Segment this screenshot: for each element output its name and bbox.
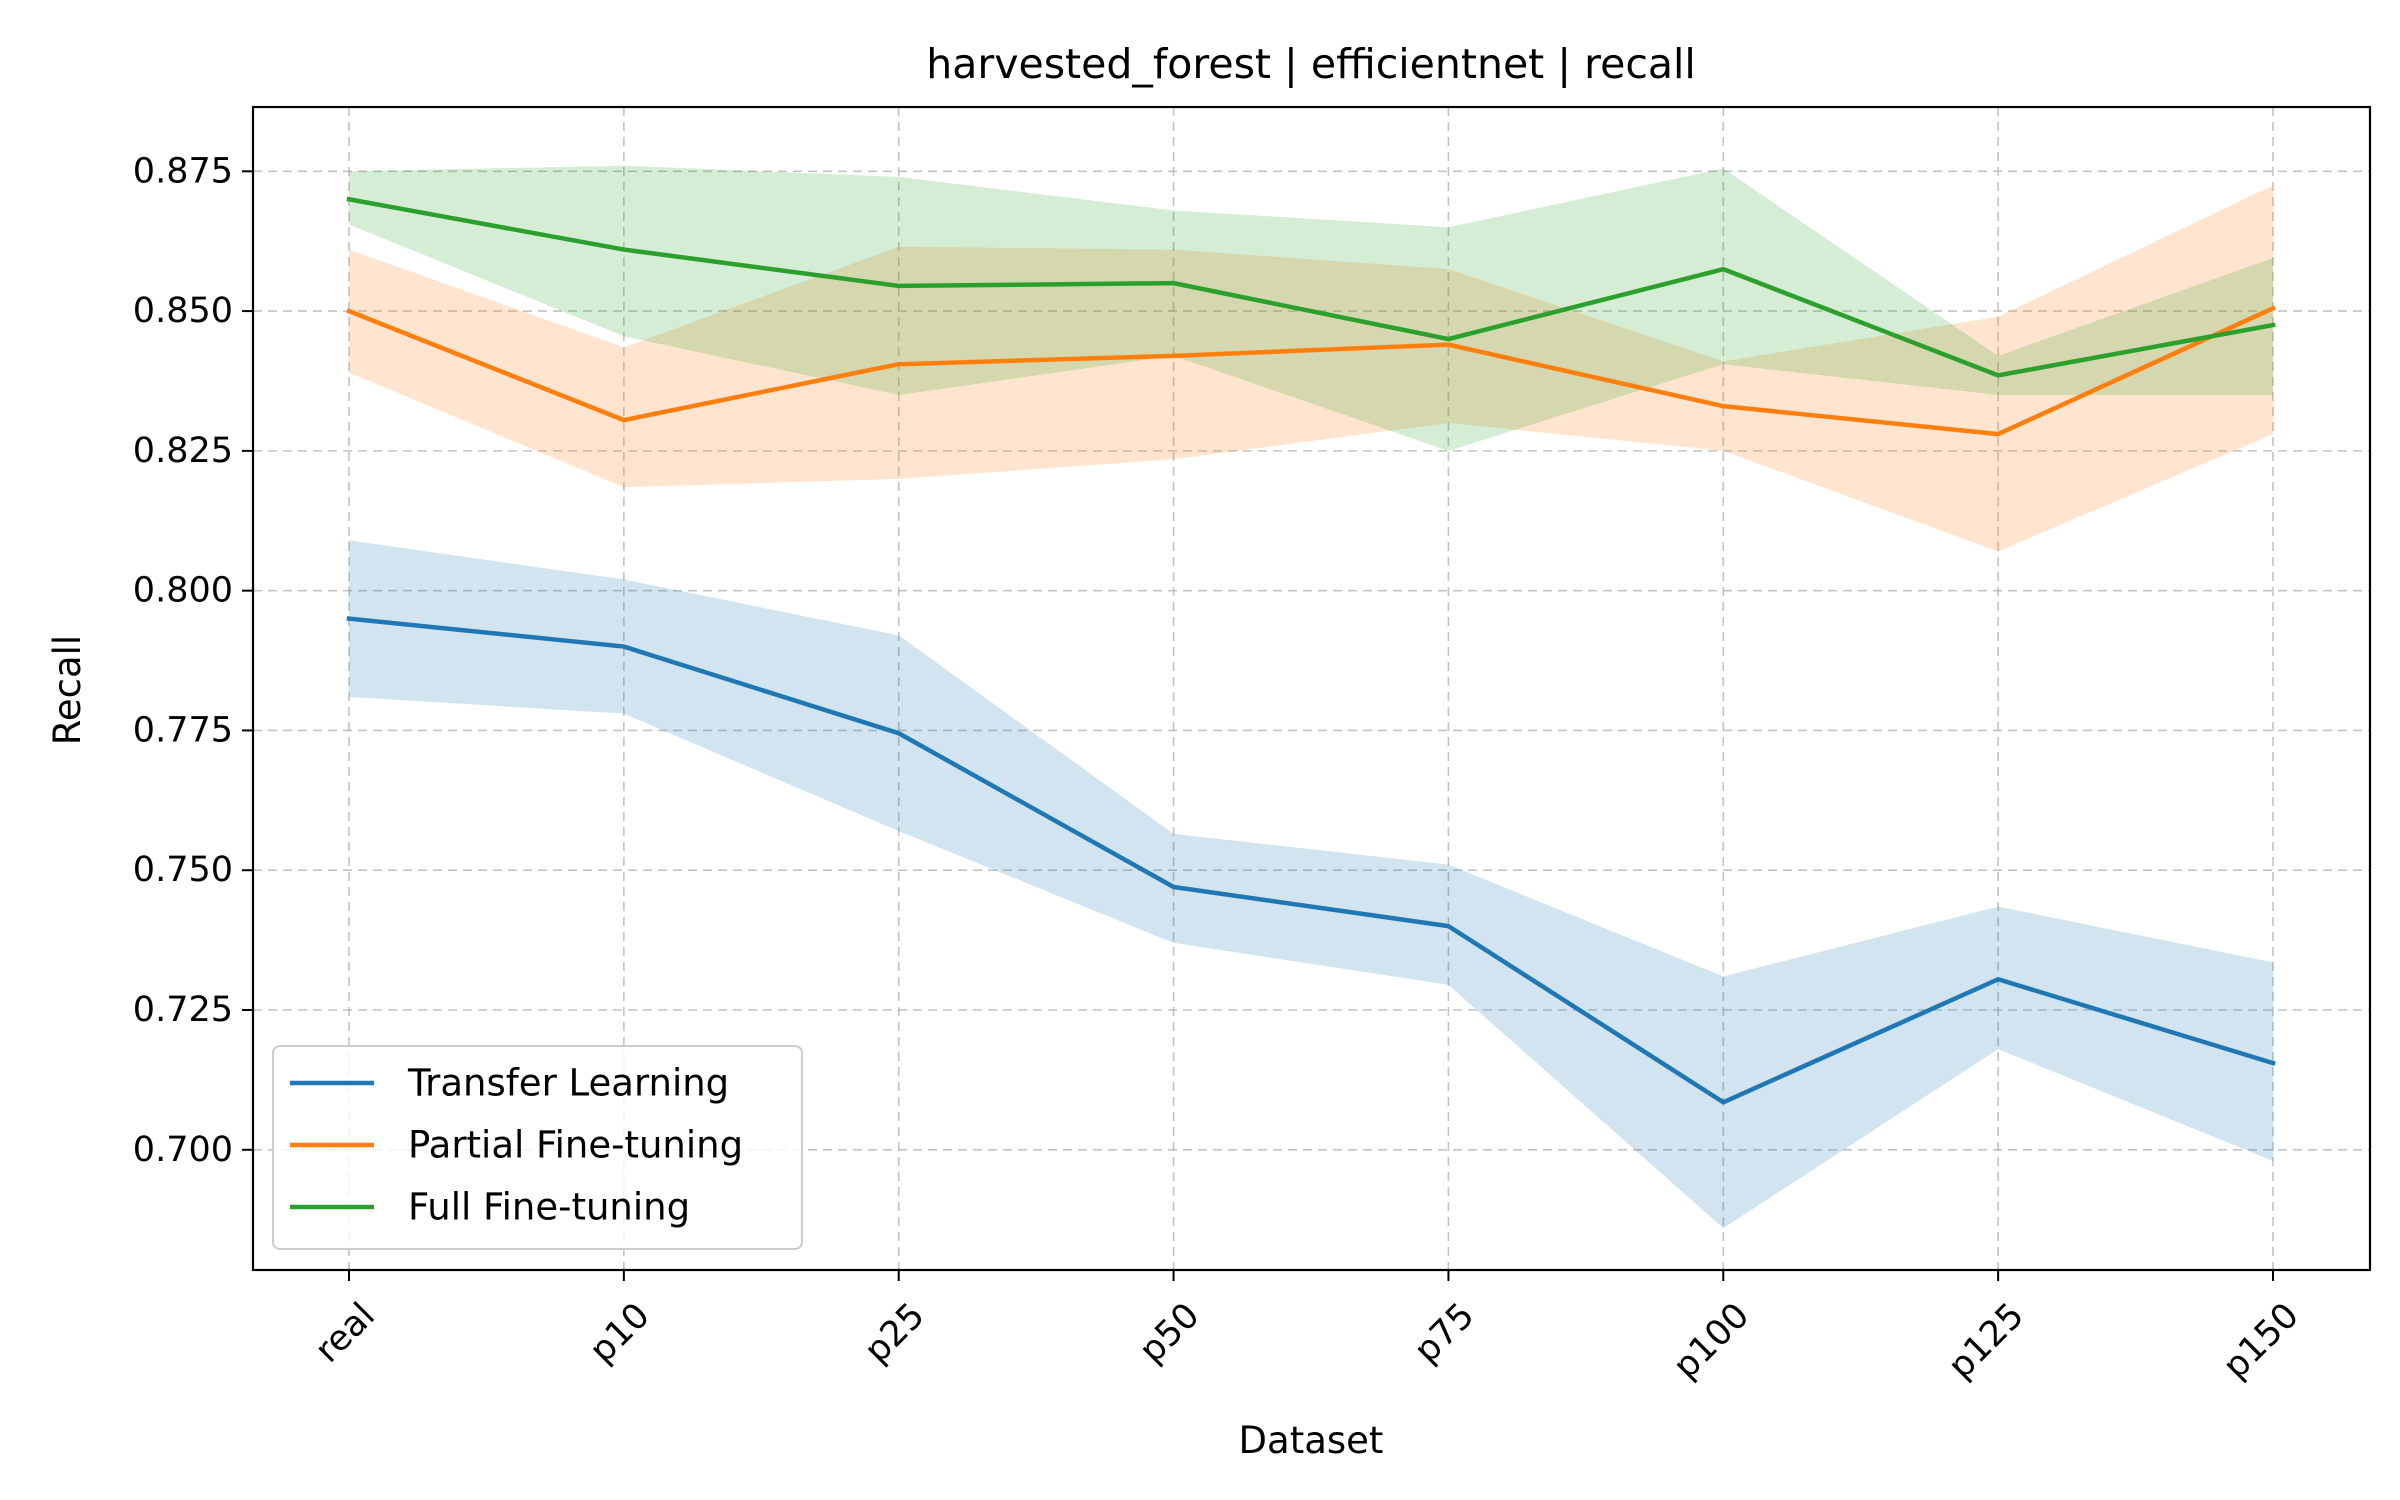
transfer-learning-line — [346, 616, 2276, 1105]
y-tick-label: 0.750 — [133, 850, 233, 890]
x-axis-label: Dataset — [1239, 1419, 1384, 1462]
partial-fine-tuning-line — [346, 305, 2276, 437]
legend-box — [272, 1045, 803, 1250]
y-tick-label: 0.775 — [133, 710, 233, 750]
full-fine-tuning-line — [346, 196, 2276, 378]
plot-frame — [251, 105, 2372, 1272]
y-tick-label: 0.725 — [133, 990, 233, 1030]
legend-label-partial-fine-tuning: Partial Fine-tuning — [408, 1124, 743, 1167]
y-tick-label: 0.825 — [133, 431, 233, 471]
y-tick-label: 0.800 — [133, 571, 233, 611]
legend-label-transfer-learning: Transfer Learning — [407, 1062, 729, 1105]
legend: Transfer Learning Partial Fine-tuning Full… — [272, 1045, 803, 1250]
chart-title: harvested_forest | efficientnet | recall — [926, 40, 1696, 88]
y-tick-label: 0.700 — [133, 1130, 233, 1170]
y-axis-label: Recall — [46, 635, 89, 745]
y-tick-label: 0.850 — [133, 291, 233, 331]
y-axis-ticks: 0.700 0.725 0.750 0.775 0.800 0.825 0.850 0.875 — [133, 151, 253, 1170]
legend-label-full-fine-tuning: Full Fine-tuning — [408, 1186, 690, 1229]
y-tick-label: 0.875 — [133, 151, 233, 191]
series-lines — [346, 196, 2276, 1105]
